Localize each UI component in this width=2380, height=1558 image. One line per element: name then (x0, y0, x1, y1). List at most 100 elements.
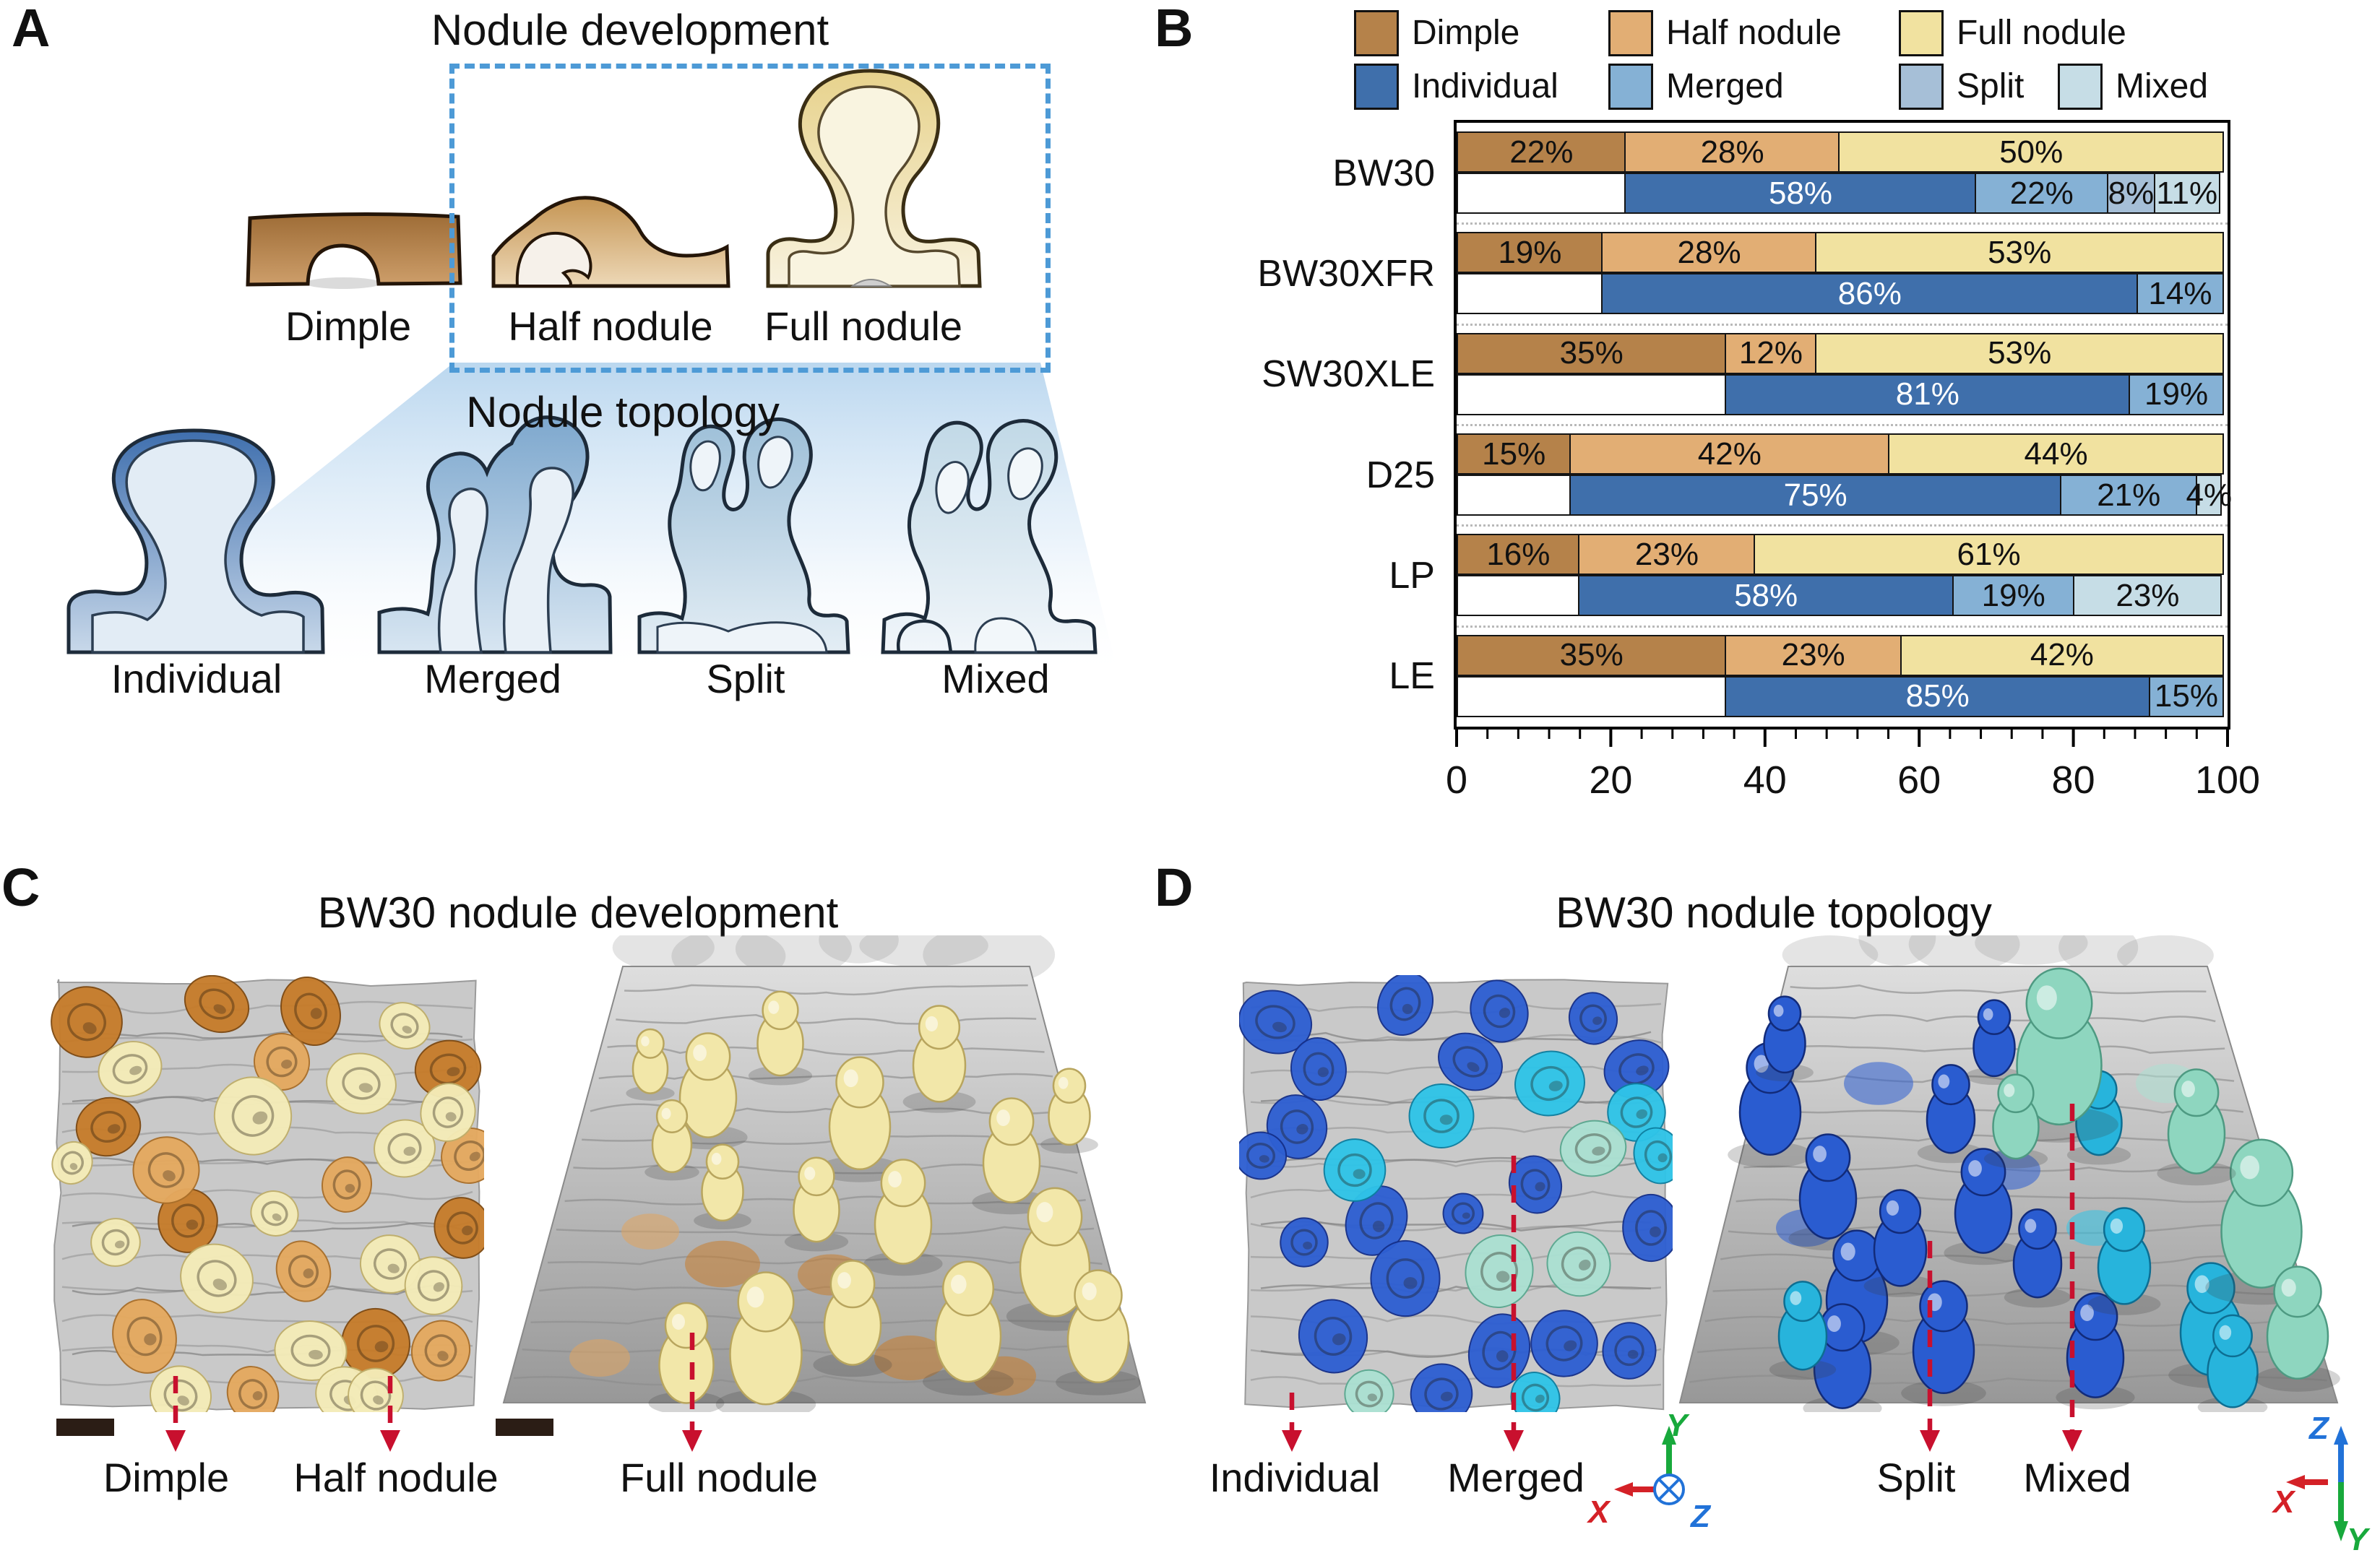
x-tick-label: 100 (2194, 758, 2261, 802)
bar-value-label: 28% (1677, 234, 1741, 270)
bar-value-label: 28% (1700, 134, 1764, 170)
bar-segment-full-nodule: 61% (1754, 534, 2224, 576)
bar-segment-dimple: 35% (1457, 332, 1727, 374)
x-tick-label: 20 (1589, 758, 1633, 802)
bar-segment-individual: 75% (1569, 475, 2062, 516)
panel-a-illustration (64, 69, 1118, 675)
bar-segment-dimple: 19% (1457, 232, 1603, 274)
group-separator (1457, 625, 2228, 628)
stacked-bar: 81% 19% (1457, 373, 2228, 415)
annotation-label-merged: Merged (1447, 1455, 1584, 1500)
group-separator (1457, 524, 2228, 527)
bar-segment-individual: 58% (1624, 173, 1977, 214)
panel-b-letter: B (1155, 0, 1194, 58)
bar-segment-merged: 21% (2059, 475, 2198, 516)
bar-segment-dimple: 16% (1457, 534, 1580, 576)
legend-swatch-dimple (1354, 10, 1399, 56)
group-separator (1457, 222, 2228, 225)
xyz-axes-side-icon (2286, 1426, 2348, 1541)
annotation-label-individual: Individual (1209, 1455, 1381, 1500)
category-label-sw30xle: SW30XLE (1262, 353, 1435, 396)
annotation-label-mixed: Mixed (2023, 1455, 2131, 1500)
development-highlight-box (449, 64, 1051, 373)
xyz-axes-front-icon (1614, 1426, 1685, 1505)
bar-value-label: 58% (1734, 577, 1798, 613)
dimple-shape (246, 212, 462, 289)
half-nodule-shape (491, 196, 730, 288)
category-label-d25: D25 (1366, 454, 1435, 496)
x-tick-label: 80 (2051, 758, 2095, 802)
bar-value-label: 53% (1988, 234, 2052, 270)
stacked-bar: 15% 42% 44% (1457, 433, 2228, 475)
legend-swatch-merged (1608, 64, 1653, 110)
bar-value-label: 16% (1486, 536, 1551, 572)
bar-value-label: 23% (1781, 637, 1845, 673)
x-tick-label: 0 (1445, 758, 1468, 802)
zoom-funnel (64, 363, 1118, 675)
legend-swatch-half-nodule (1608, 10, 1653, 56)
stacked-bar: 58% 19% 23% (1457, 575, 2228, 617)
bar-segment-half-nodule: 23% (1724, 634, 1902, 676)
bar-value-label: 4% (2186, 477, 2233, 513)
bar-segment-merged: 14% (2136, 273, 2224, 315)
bar-segment-full-nodule: 42% (1900, 634, 2224, 676)
bar-spacer (1457, 575, 1580, 617)
bar-segment-mixed: 11% (2153, 173, 2220, 214)
legend-swatch-mixed (2058, 64, 2103, 110)
bar-segment-full-nodule: 53% (1815, 232, 2224, 274)
individual-shape (66, 428, 325, 654)
legend-swatch-individual (1354, 64, 1399, 110)
stacked-bar: 85% 15% (1457, 675, 2228, 717)
bar-segment-dimple: 35% (1457, 634, 1727, 676)
axis-label-x: X (2273, 1484, 2295, 1520)
bar-segment-half-nodule: 28% (1624, 131, 1840, 173)
mixed-shape (881, 419, 1098, 654)
axis-label-x: X (1588, 1494, 1610, 1530)
legend-label-split: Split (1957, 67, 2025, 105)
bar-value-label: 58% (1768, 175, 1833, 211)
bar-segment-individual: 85% (1724, 675, 2151, 717)
group-separator (1457, 424, 2228, 426)
annotation-label-split: Split (1876, 1455, 1956, 1500)
group-separator (1457, 323, 2228, 326)
bar-spacer (1457, 173, 1626, 214)
panel-c-letter: C (1, 857, 40, 917)
nodule-topology-title: Nodule topology (466, 388, 780, 436)
bar-value-label: 19% (1981, 577, 2045, 613)
scale-bar (496, 1419, 553, 1436)
label-full-nodule: Full nodule (764, 303, 962, 349)
legend-swatch-split (1899, 64, 1944, 110)
nodule-development-title: Nodule development (431, 6, 829, 54)
legend-label-half-nodule: Half nodule (1666, 14, 1842, 52)
bar-value-label: 42% (2030, 637, 2094, 673)
bar-value-label: 81% (1895, 376, 1959, 412)
category-label-le: LE (1389, 655, 1435, 698)
legend-swatch-full-nodule (1899, 10, 1944, 56)
label-merged: Merged (424, 656, 561, 701)
legend-label-dimple: Dimple (1412, 14, 1520, 52)
axis-label-z: Z (2309, 1411, 2329, 1446)
bar-segment-half-nodule: 12% (1724, 332, 1817, 374)
panel-c-title: BW30 nodule development (317, 888, 839, 937)
bar-value-label: 86% (1837, 275, 1902, 311)
bar-segment-mixed: 4% (2186, 475, 2232, 516)
annotation-label-dimple: Dimple (103, 1455, 230, 1500)
bar-value-label: 19% (1498, 234, 1562, 270)
bar-segment-split: 8% (2106, 173, 2155, 214)
bar-value-label: 61% (1957, 536, 2021, 572)
stacked-bar: 75% 21% 4% (1457, 475, 2232, 516)
stacked-bar: 22% 28% 50% (1457, 131, 2228, 173)
bar-segment-individual: 86% (1601, 273, 2139, 315)
bar-value-label: 75% (1783, 477, 1847, 513)
bar-spacer (1457, 273, 1603, 315)
x-tick-label: 40 (1743, 758, 1787, 802)
bar-value-label: 15% (2154, 678, 2219, 714)
bw30-development-3d-view (502, 935, 1147, 1412)
legend-label-merged: Merged (1666, 67, 1784, 105)
bar-value-label: 23% (1634, 536, 1699, 572)
stacked-bar: 19% 28% 53% (1457, 232, 2228, 274)
stacked-bar: 35% 12% 53% (1457, 332, 2228, 374)
bar-value-label: 50% (1999, 134, 2064, 170)
axis-label-y: Y (2347, 1522, 2368, 1557)
